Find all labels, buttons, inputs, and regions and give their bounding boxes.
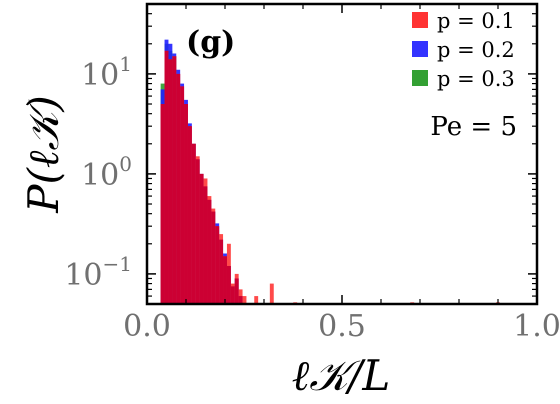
- y-tick-label: 100: [81, 152, 132, 193]
- legend-entry: p = 0.1: [412, 9, 515, 33]
- x-axis-label: ℓ𝒦/L: [292, 351, 391, 400]
- overlap-bar: [238, 296, 243, 304]
- x-tick-label: 0.0: [123, 309, 171, 344]
- x-tick-label: 1.0: [513, 309, 560, 344]
- overlap-bar: [211, 211, 216, 304]
- x-tick-label: 0.5: [318, 309, 366, 344]
- overlap-bar: [223, 256, 227, 304]
- overlap-bar: [219, 239, 224, 304]
- overlap-bar: [168, 59, 173, 304]
- overlap-bar: [215, 226, 220, 304]
- overlap-bar: [187, 126, 192, 305]
- histogram-bar: [254, 296, 259, 304]
- panel-label: (g): [186, 25, 235, 60]
- overlap-bar: [230, 286, 235, 304]
- legend-label: p = 0.1: [437, 9, 515, 33]
- overlap-bar: [195, 159, 200, 304]
- overlap-bar: [176, 73, 181, 305]
- overlap-bar: [160, 104, 165, 304]
- histogram-bars: [160, 39, 500, 305]
- y-axis-label: P(ℓ𝒦): [19, 95, 68, 214]
- overlap-bar: [207, 199, 212, 304]
- overlap-region: [160, 50, 243, 305]
- overlap-bar: [199, 173, 204, 304]
- pe-annotation: Pe = 5: [430, 112, 517, 142]
- axis-ticks: [146, 4, 538, 304]
- legend: p = 0.1 p = 0.2 p = 0.3: [412, 9, 515, 91]
- y-tick-label: 10−1: [64, 252, 132, 293]
- legend-label: p = 0.3: [437, 67, 515, 91]
- legend-label: p = 0.2: [437, 38, 515, 62]
- legend-entry: p = 0.2: [412, 38, 515, 62]
- axis-tick-labels: 0.0 0.5 1.0 10−1 100 101: [64, 52, 560, 344]
- overlap-bar: [172, 56, 177, 304]
- overlap-bar: [180, 86, 185, 304]
- legend-swatch: [412, 70, 428, 86]
- legend-swatch: [412, 12, 428, 28]
- overlap-bar: [234, 278, 239, 304]
- overlap-bar: [226, 265, 231, 304]
- histogram-bar: [269, 283, 274, 304]
- y-tick-label: 101: [81, 52, 132, 93]
- overlap-bar: [184, 104, 188, 304]
- overlap-bar: [203, 186, 208, 304]
- legend-entry: p = 0.3: [412, 67, 515, 91]
- histogram-bar: [242, 296, 247, 304]
- overlap-bar: [164, 50, 169, 304]
- overlap-bar: [191, 143, 196, 304]
- legend-swatch: [412, 41, 428, 57]
